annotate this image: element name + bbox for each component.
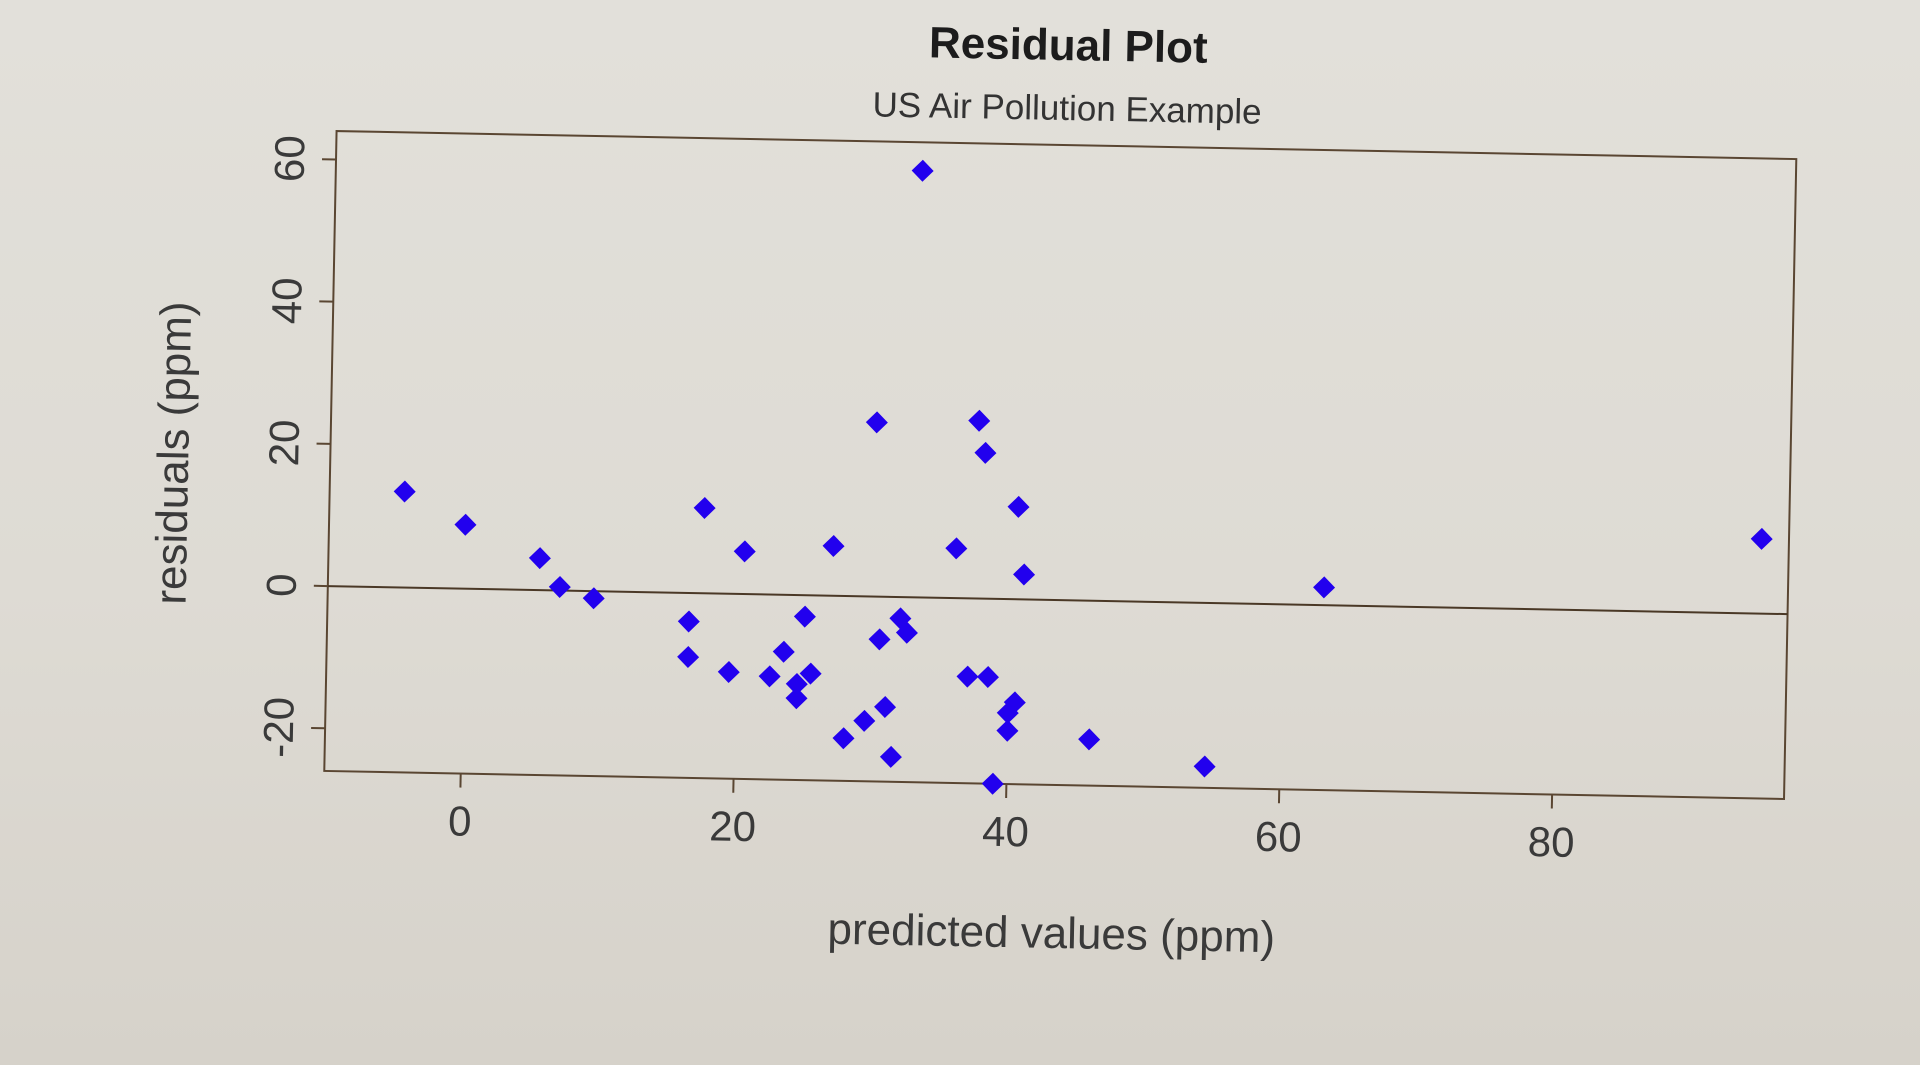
data-point bbox=[832, 727, 855, 750]
x-tick-label: 80 bbox=[1527, 818, 1575, 866]
data-point bbox=[1007, 495, 1030, 518]
chart-subtitle: US Air Pollution Example bbox=[872, 85, 1262, 131]
data-point bbox=[758, 665, 781, 688]
data-point bbox=[1003, 691, 1026, 714]
data-point bbox=[1078, 728, 1101, 751]
data-point bbox=[1313, 576, 1336, 599]
data-point bbox=[733, 540, 756, 563]
data-point bbox=[981, 772, 1004, 795]
y-axis-label: residuals (ppm) bbox=[146, 301, 201, 605]
data-point bbox=[976, 665, 999, 688]
data-point bbox=[393, 480, 416, 503]
data-point bbox=[911, 159, 934, 182]
data-point bbox=[693, 496, 716, 519]
y-tick-label: 40 bbox=[263, 277, 311, 325]
data-point bbox=[717, 661, 740, 684]
data-point bbox=[793, 605, 816, 628]
data-point bbox=[874, 696, 897, 719]
data-point bbox=[822, 535, 845, 557]
data-point bbox=[895, 621, 918, 644]
chart-group: Residual Plot US Air Pollution Example 0… bbox=[146, 18, 1798, 963]
y-tick-label: 0 bbox=[258, 573, 305, 597]
x-tick-label: 20 bbox=[709, 802, 757, 850]
data-point bbox=[968, 409, 991, 432]
x-tick-label: 60 bbox=[1255, 813, 1303, 861]
y-axis: -20 0 20 40 60 bbox=[255, 135, 337, 759]
data-point bbox=[548, 575, 571, 598]
data-point bbox=[1193, 755, 1216, 778]
x-tick-label: 40 bbox=[982, 808, 1030, 856]
y-tick-label: 60 bbox=[266, 135, 314, 183]
data-point bbox=[582, 587, 605, 610]
data-point bbox=[785, 672, 808, 695]
data-point bbox=[772, 640, 795, 663]
chart-title: Residual Plot bbox=[929, 18, 1209, 72]
data-point bbox=[1750, 527, 1773, 550]
plot-area-frame bbox=[323, 130, 1798, 800]
data-point bbox=[945, 537, 968, 560]
data-point bbox=[974, 441, 997, 464]
data-point bbox=[853, 709, 876, 732]
data-point bbox=[528, 547, 551, 570]
data-point bbox=[879, 745, 902, 768]
data-points bbox=[393, 159, 1773, 795]
data-point bbox=[677, 646, 700, 669]
data-point bbox=[785, 687, 808, 710]
y-tick-label: 20 bbox=[260, 419, 308, 467]
x-tick-label: 0 bbox=[448, 797, 472, 844]
x-axis: 0 20 40 60 80 bbox=[448, 773, 1575, 866]
data-point bbox=[454, 513, 477, 536]
data-point bbox=[956, 665, 979, 688]
data-point bbox=[799, 662, 822, 685]
data-point bbox=[868, 628, 891, 651]
zero-reference-line bbox=[327, 585, 1788, 616]
data-point bbox=[996, 719, 1019, 742]
x-axis-label: predicted values (ppm) bbox=[827, 905, 1275, 963]
data-point bbox=[1013, 563, 1036, 586]
y-tick-label: -20 bbox=[255, 697, 303, 759]
data-point bbox=[865, 411, 888, 434]
data-point bbox=[677, 610, 700, 633]
